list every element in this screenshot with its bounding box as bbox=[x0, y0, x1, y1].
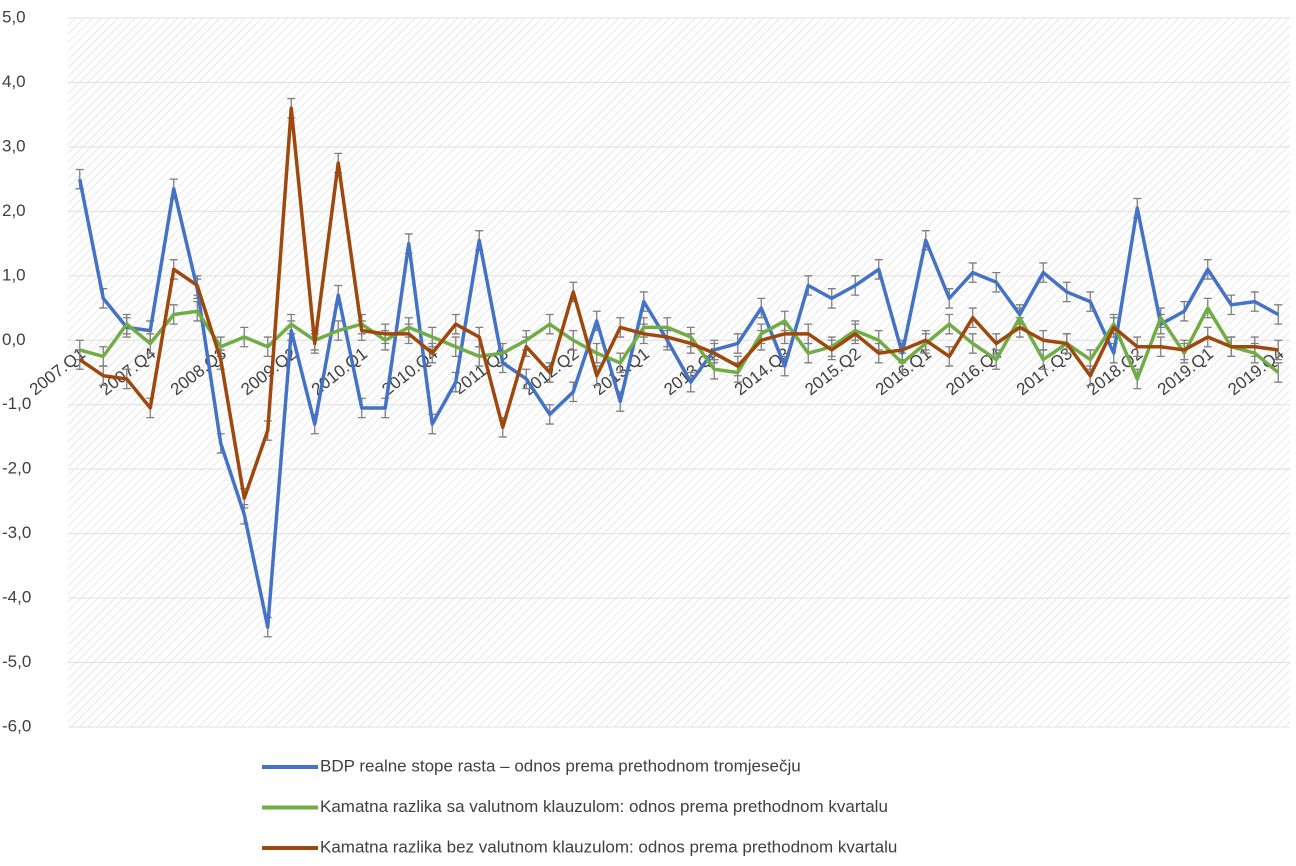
y-tick-label: -2,0 bbox=[2, 459, 31, 478]
y-tick-label: -1,0 bbox=[2, 394, 31, 413]
legend-label: Kamatna razlika bez valutnom klauzulom: … bbox=[320, 837, 897, 856]
y-tick-label: -5,0 bbox=[2, 652, 31, 671]
y-tick-label: 2,0 bbox=[2, 201, 26, 220]
legend-label: BDP realne stope rasta – odnos prema pre… bbox=[320, 756, 801, 775]
y-tick-label: -6,0 bbox=[2, 716, 31, 735]
error-bar bbox=[1274, 304, 1283, 325]
y-tick-label: 4,0 bbox=[2, 72, 26, 91]
series-line bbox=[79, 306, 1280, 381]
y-tick-label: 3,0 bbox=[2, 136, 26, 155]
y-tick-label: 1,0 bbox=[2, 265, 26, 284]
error-bar bbox=[1274, 339, 1283, 361]
y-tick-label: -4,0 bbox=[2, 588, 31, 607]
y-tick-label: -3,0 bbox=[2, 523, 31, 542]
y-tick-label: 0,0 bbox=[2, 330, 26, 349]
series-line bbox=[78, 106, 1279, 500]
legend-label: Kamatna razlika sa valutnom klauzulom: o… bbox=[320, 797, 888, 816]
series-line bbox=[78, 178, 1280, 629]
y-tick-label: 5,0 bbox=[2, 7, 26, 26]
